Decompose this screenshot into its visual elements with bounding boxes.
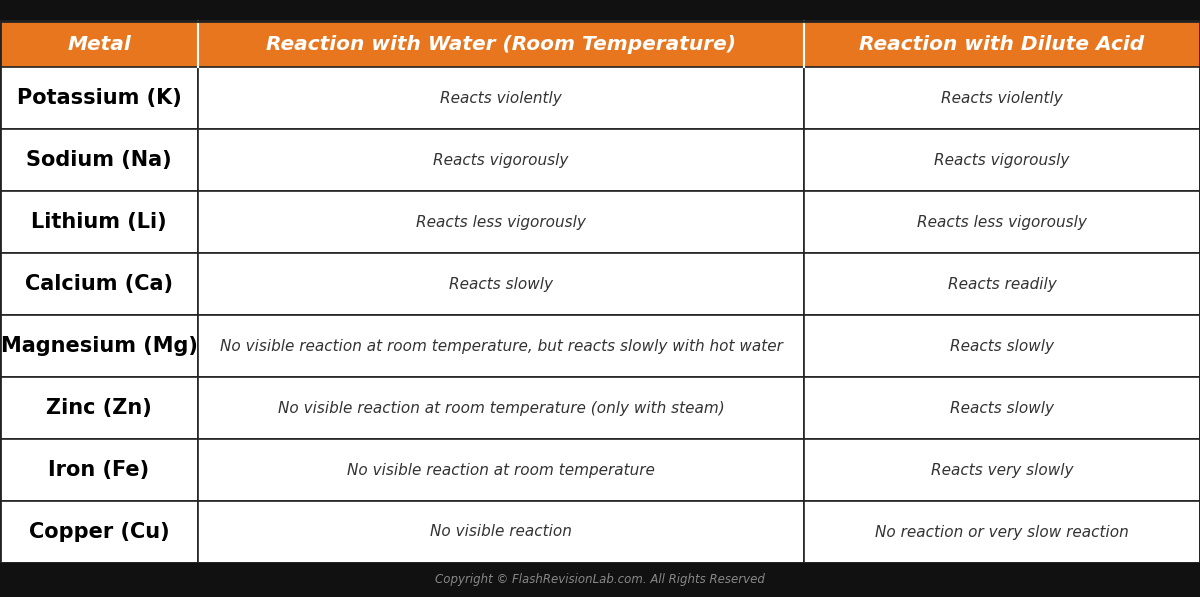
Text: Reacts violently: Reacts violently xyxy=(941,91,1063,106)
Text: No visible reaction at room temperature: No visible reaction at room temperature xyxy=(347,463,655,478)
Text: Reacts readily: Reacts readily xyxy=(948,276,1056,291)
Text: Copyright © FlashRevisionLab.com. All Rights Reserved: Copyright © FlashRevisionLab.com. All Ri… xyxy=(436,574,764,586)
Text: Reacts very slowly: Reacts very slowly xyxy=(931,463,1073,478)
Bar xyxy=(0,439,198,501)
Text: Reacts vigorously: Reacts vigorously xyxy=(433,152,569,168)
Text: Magnesium (Mg): Magnesium (Mg) xyxy=(0,336,198,356)
Bar xyxy=(804,129,1200,191)
Bar xyxy=(0,377,198,439)
Text: Reacts slowly: Reacts slowly xyxy=(950,338,1054,353)
Bar xyxy=(804,21,1200,67)
Bar xyxy=(198,129,804,191)
Bar xyxy=(804,191,1200,253)
Bar xyxy=(804,439,1200,501)
Bar xyxy=(198,253,804,315)
Text: Zinc (Zn): Zinc (Zn) xyxy=(46,398,152,418)
Bar xyxy=(0,191,198,253)
Bar xyxy=(198,21,804,67)
Text: No reaction or very slow reaction: No reaction or very slow reaction xyxy=(875,525,1129,540)
Bar xyxy=(198,501,804,563)
Bar xyxy=(804,315,1200,377)
Bar xyxy=(804,253,1200,315)
Bar xyxy=(198,191,804,253)
Text: Reaction with Water (Room Temperature): Reaction with Water (Room Temperature) xyxy=(266,35,736,54)
Bar xyxy=(0,129,198,191)
Text: Calcium (Ca): Calcium (Ca) xyxy=(25,274,173,294)
Bar xyxy=(198,315,804,377)
Text: Reacts slowly: Reacts slowly xyxy=(449,276,553,291)
Bar xyxy=(804,501,1200,563)
Bar xyxy=(198,439,804,501)
Bar xyxy=(0,315,198,377)
Polygon shape xyxy=(470,204,730,464)
Bar xyxy=(0,501,198,563)
Bar xyxy=(0,21,198,67)
Text: No visible reaction at room temperature (only with steam): No visible reaction at room temperature … xyxy=(277,401,725,416)
Bar xyxy=(804,67,1200,129)
Bar xyxy=(0,253,198,315)
Text: Fl: Fl xyxy=(560,297,640,371)
Text: Sodium (Na): Sodium (Na) xyxy=(26,150,172,170)
Text: Reacts violently: Reacts violently xyxy=(440,91,562,106)
Text: No visible reaction: No visible reaction xyxy=(430,525,572,540)
Bar xyxy=(198,67,804,129)
Text: Reacts less vigorously: Reacts less vigorously xyxy=(917,214,1087,229)
Text: Reaction with Dilute Acid: Reaction with Dilute Acid xyxy=(859,35,1145,54)
Text: Reacts slowly: Reacts slowly xyxy=(950,401,1054,416)
Text: Lithium (Li): Lithium (Li) xyxy=(31,212,167,232)
Text: Copper (Cu): Copper (Cu) xyxy=(29,522,169,542)
Bar xyxy=(0,563,1200,597)
Bar xyxy=(198,377,804,439)
Text: Metal: Metal xyxy=(67,35,131,54)
Text: Potassium (K): Potassium (K) xyxy=(17,88,181,108)
Text: Iron (Fe): Iron (Fe) xyxy=(48,460,150,480)
Bar xyxy=(804,377,1200,439)
Bar xyxy=(0,67,198,129)
Text: Reacts less vigorously: Reacts less vigorously xyxy=(416,214,586,229)
Text: Reacts vigorously: Reacts vigorously xyxy=(935,152,1069,168)
Text: No visible reaction at room temperature, but reacts slowly with hot water: No visible reaction at room temperature,… xyxy=(220,338,782,353)
